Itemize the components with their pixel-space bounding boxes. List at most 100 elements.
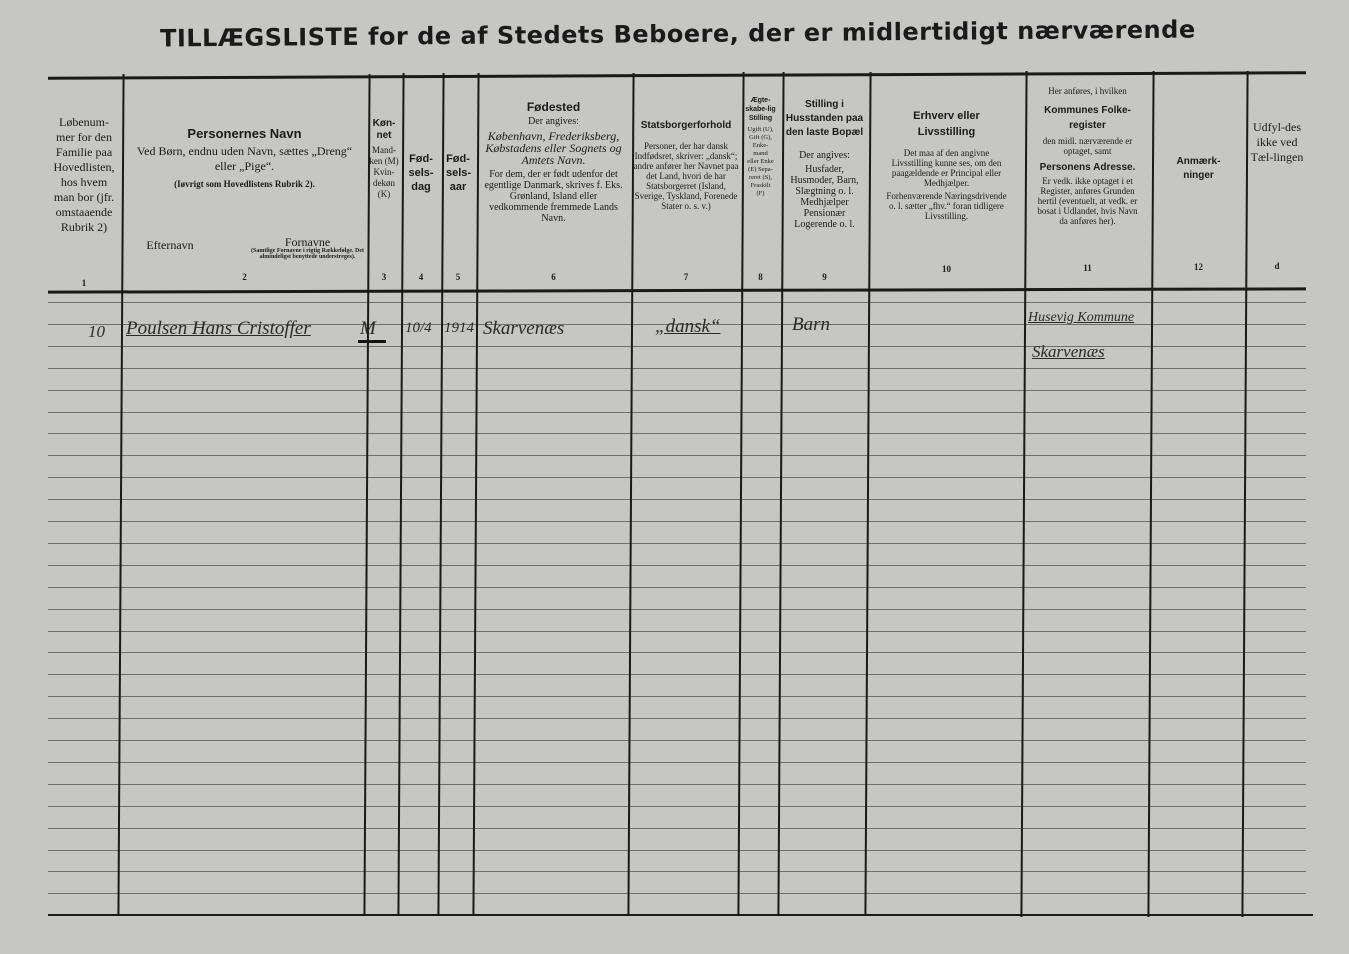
header-text: Der angives:: [528, 116, 579, 127]
header-col-1: Løbenum-mer for den Familie paa Hovedlis…: [48, 115, 120, 325]
row-rule: [48, 696, 1306, 698]
header-text: Ved Børn, endnu uden Navn, sættes „Dreng…: [136, 144, 353, 173]
header-title: Anmærk-ninger: [1176, 156, 1221, 181]
header-text: Personer, der har dansk Indfødsret, skri…: [633, 141, 739, 211]
col-number: 2: [242, 272, 247, 282]
col-number: 4: [418, 272, 424, 282]
row-rule: [48, 455, 1306, 457]
header-title: Erhverv eller Livsstilling: [913, 110, 980, 138]
row-rule: [48, 411, 1306, 413]
header-text: Det maa af den angivne Livsstilling kunn…: [891, 148, 1002, 188]
col-number: 10: [942, 264, 951, 274]
row-rule: [48, 302, 1306, 303]
header-col-11: Her anføres, i hvilken Kommunes Folke-re…: [1025, 83, 1150, 293]
header-col-2: Personernes Navn Ved Børn, endnu uden Na…: [122, 126, 367, 336]
header-title: Fød-sels-dag: [408, 153, 434, 193]
row-rule: [48, 805, 1306, 807]
header-col-d: Udfyl-des ikke ved Tæl-lingen: [1247, 120, 1307, 330]
col-number: 7: [683, 272, 689, 282]
col-number: 12: [1194, 262, 1203, 272]
header-text: Her anføres, i hvilken: [1048, 86, 1127, 96]
entry-folkeregister: Husevig Kommune: [1028, 310, 1135, 325]
header-title: Fødested: [526, 100, 581, 114]
header-text: Løbenum-mer for den Familie paa Hovedlis…: [53, 115, 115, 234]
header-text: (Iøvrigt som Hovedlistens Rubrik 2).: [174, 179, 315, 189]
col-number: 1: [81, 278, 87, 288]
header-text: Husfader, Husmoder, Barn, Slægtning o. l…: [790, 164, 859, 230]
header-text: Der angives:: [799, 150, 850, 161]
fornavne-note: (Samtlige Fornavne i rigtig Rækkefølge. …: [251, 248, 364, 260]
header-text: Mand-ken (M) Kvin-dekøn (K): [369, 145, 399, 199]
header-text: Ugift (U), Gift (G), Enke-mand eller Enk…: [747, 126, 774, 197]
row-rule: [48, 871, 1306, 873]
row-rule: [48, 652, 1306, 654]
header-title: Stilling i Husstanden paa den laste Bopæ…: [785, 99, 864, 138]
header-text: den midl. nærværende er optaget, samt: [1042, 136, 1133, 156]
row-rule: [48, 477, 1306, 479]
row-rule: [48, 542, 1306, 544]
top-rule: [47, 71, 1307, 80]
row-rule: [48, 761, 1306, 763]
row-rule: [48, 893, 1306, 895]
header-col-8: Ægte-skabe-lig Stilling Ugift (U), Gift …: [741, 96, 780, 306]
header-title: Kommunes Folke-register: [1044, 105, 1131, 131]
row-rule: [48, 674, 1306, 676]
row-rule: [48, 608, 1306, 610]
header-col-5: Fød-sels-aar: [441, 152, 475, 362]
col-number: 11: [1083, 263, 1092, 273]
header-title: Statsborgerforhold: [640, 120, 732, 131]
header-text: For dem, der er født udenfor det egentli…: [484, 169, 623, 224]
col-number: 8: [758, 272, 763, 282]
header-text: Udfyl-des ikke ved Tæl-lingen: [1250, 120, 1304, 164]
row-rule: [48, 433, 1306, 435]
row-rule: [48, 521, 1306, 522]
row-rule: [48, 718, 1306, 720]
efternavn-label: Efternavn: [146, 238, 194, 252]
header-text: Er vedk. ikke optaget i et Register, anf…: [1037, 176, 1138, 226]
header-col-3: Køn-net Mand-ken (M) Kvin-dekøn (K): [367, 118, 401, 328]
document-title: TILLÆGSLISTE for de af Stedets Beboere, …: [159, 15, 1196, 53]
entry-kon: M: [358, 318, 386, 343]
entry-statsborger: „dansk“: [655, 316, 721, 337]
row-rule: [48, 345, 1306, 347]
header-col-12: Anmærk-ninger: [1152, 155, 1245, 365]
row-rule: [48, 630, 1306, 632]
header-title: Køn-net: [372, 118, 396, 141]
row-rule: [48, 564, 1306, 566]
header-col-6: Fødested Der angives: København, Frederi…: [477, 100, 630, 312]
row-rule: [48, 323, 1306, 325]
row-rule: [48, 849, 1306, 851]
row-rule: [48, 367, 1306, 369]
fornavne-label: Fornavne: [284, 235, 331, 249]
row-rule: [48, 740, 1306, 741]
header-title-2: Personens Adresse.: [1039, 162, 1136, 173]
header-col-10: Erhverv eller Livsstilling Det maa af de…: [870, 108, 1023, 318]
col-number: 3: [381, 272, 387, 282]
row-rule: [48, 389, 1306, 391]
entry-fodselsaar: 1914: [444, 320, 474, 336]
bottom-rule: [48, 914, 1313, 916]
row-rule: [48, 827, 1306, 829]
col-number: 6: [551, 272, 556, 282]
entry-adresse: Skarvenæs: [1032, 342, 1105, 361]
entry-stilling: Barn: [792, 314, 830, 335]
entry-fodselsdag: 10/4: [405, 320, 432, 336]
header-title: Fød-sels-aar: [446, 153, 472, 193]
header-text: Forhenværende Næringsdrivende o. l. sætt…: [886, 191, 1007, 221]
entry-lobenummer: 10: [88, 322, 105, 341]
row-rule: [48, 783, 1306, 785]
row-rule: [48, 586, 1306, 588]
header-title: Ægte-skabe-lig Stilling: [745, 97, 776, 122]
header-title: Personernes Navn: [187, 126, 302, 141]
entry-name: Poulsen Hans Cristoffer: [126, 318, 311, 339]
header-col-7: Statsborgerforhold Personer, der har dan…: [632, 120, 740, 330]
header-fornavne: Fornavne (Samtlige Fornavne i rigtig Ræk…: [245, 235, 370, 260]
col-number: 9: [822, 272, 827, 282]
header-efternavn: Efternavn: [130, 238, 210, 252]
header-col-4: Fød-sels-dag: [401, 152, 441, 362]
header-text: København, Frederiksberg, Købstadens ell…: [485, 129, 622, 167]
col-number: 5: [455, 272, 461, 282]
row-rule: [48, 499, 1306, 501]
entry-fodested: Skarvenæs: [483, 318, 565, 339]
header-col-9: Stilling i Husstanden paa den laste Bopæ…: [781, 98, 868, 308]
